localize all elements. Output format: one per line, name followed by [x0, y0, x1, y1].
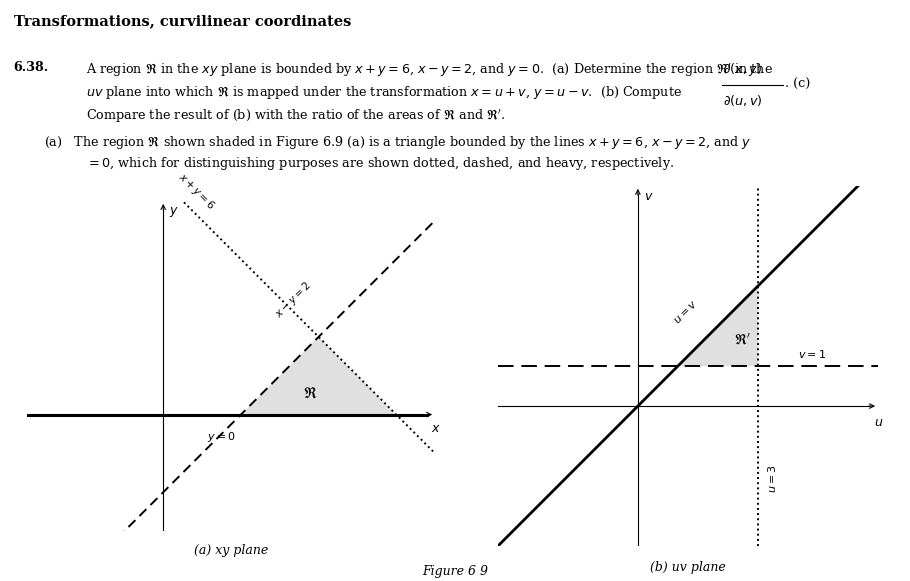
Text: $\mathfrak{R}$: $\mathfrak{R}$: [304, 386, 318, 400]
Text: . (c): . (c): [785, 78, 811, 91]
Text: $y=0$: $y=0$: [207, 430, 236, 444]
Polygon shape: [678, 286, 758, 366]
Text: $y$: $y$: [169, 205, 179, 219]
Text: A region $\mathfrak{R}$ in the $xy$ plane is bounded by $x+y=6$, $x-y=2$, and $y: A region $\mathfrak{R}$ in the $xy$ plan…: [86, 61, 774, 78]
Text: Transformations, curvilinear coordinates: Transformations, curvilinear coordinates: [14, 15, 351, 28]
Text: Figure 6 9: Figure 6 9: [422, 565, 488, 578]
Text: $x-y=2$: $x-y=2$: [272, 279, 314, 321]
Text: (a) xy plane: (a) xy plane: [194, 544, 268, 557]
Text: $x$: $x$: [431, 422, 441, 435]
Text: (b) uv plane: (b) uv plane: [650, 561, 726, 573]
Text: $v=1$: $v=1$: [798, 348, 826, 360]
Polygon shape: [241, 337, 396, 415]
Text: $u=3$: $u=3$: [766, 464, 778, 493]
Text: $x+y=6$: $x+y=6$: [175, 170, 217, 213]
Text: Compare the result of (b) with the ratio of the areas of $\mathfrak{R}$ and $\ma: Compare the result of (b) with the ratio…: [86, 107, 506, 125]
Text: $u=v$: $u=v$: [672, 298, 700, 326]
Text: $\partial(u,v)$: $\partial(u,v)$: [723, 93, 763, 108]
Text: (a)   The region $\mathfrak{R}$ shown shaded in Figure 6.9 (a) is a triangle bou: (a) The region $\mathfrak{R}$ shown shad…: [44, 134, 751, 150]
Text: $\mathfrak{R}'$: $\mathfrak{R}'$: [733, 332, 751, 347]
Text: $v$: $v$: [644, 190, 653, 203]
Text: $u$: $u$: [874, 416, 884, 429]
Text: $=0$, which for distinguishing purposes are shown dotted, dashed, and heavy, res: $=0$, which for distinguishing purposes …: [86, 155, 674, 172]
Text: $\partial(x, y)$: $\partial(x, y)$: [723, 62, 763, 78]
Text: 6.38.: 6.38.: [14, 61, 49, 74]
Text: $uv$ plane into which $\mathfrak{R}$ is mapped under the transformation $x=u+v$,: $uv$ plane into which $\mathfrak{R}$ is …: [86, 84, 683, 101]
